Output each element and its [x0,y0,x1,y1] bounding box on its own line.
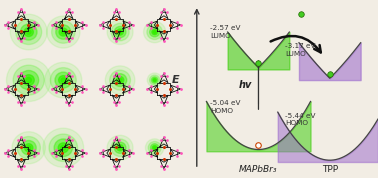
Circle shape [6,59,51,101]
Circle shape [26,30,31,34]
Circle shape [149,75,160,85]
Text: TPP: TPP [322,165,338,174]
Circle shape [150,27,160,37]
Circle shape [24,28,33,36]
Circle shape [117,29,123,35]
Circle shape [27,146,31,150]
Circle shape [45,62,82,98]
Circle shape [111,139,129,156]
Circle shape [50,68,76,93]
Circle shape [107,20,133,44]
Circle shape [118,78,122,82]
Text: -5.44 eV
HOMO: -5.44 eV HOMO [285,112,316,126]
Circle shape [55,72,71,88]
Circle shape [113,74,127,87]
Circle shape [61,30,65,34]
Circle shape [151,77,158,83]
Circle shape [13,65,44,95]
Circle shape [49,134,77,161]
Circle shape [46,16,80,48]
Text: E: E [172,75,180,85]
Circle shape [21,141,36,155]
Text: MAPbBr₃: MAPbBr₃ [239,165,278,174]
Circle shape [144,21,166,43]
Circle shape [54,139,73,157]
Circle shape [17,137,40,159]
Circle shape [19,70,39,90]
Circle shape [153,147,156,149]
Circle shape [119,146,122,149]
Circle shape [59,76,68,85]
Circle shape [148,142,161,154]
Circle shape [23,75,34,85]
Circle shape [150,144,159,152]
Circle shape [12,132,45,164]
Circle shape [153,78,156,82]
Circle shape [52,21,75,43]
Circle shape [119,31,122,33]
Circle shape [110,70,130,90]
Text: -3.17 eV
LUMO: -3.17 eV LUMO [285,43,316,57]
Circle shape [117,145,123,151]
Circle shape [56,25,71,39]
Circle shape [154,79,156,81]
Circle shape [147,25,163,40]
Text: -2.57 eV
LUMO: -2.57 eV LUMO [210,25,241,39]
Circle shape [26,78,31,83]
Circle shape [114,142,126,153]
Circle shape [61,78,65,82]
Circle shape [146,139,164,157]
Circle shape [114,27,126,38]
Text: hv: hv [238,80,252,90]
Circle shape [25,144,33,152]
Circle shape [147,73,162,87]
Circle shape [59,28,67,36]
Circle shape [111,23,129,41]
Circle shape [116,77,124,84]
Circle shape [152,29,157,35]
Circle shape [105,66,135,94]
Circle shape [153,31,156,33]
Circle shape [20,24,37,40]
Circle shape [10,14,47,50]
Circle shape [58,143,68,153]
Circle shape [152,146,157,150]
Circle shape [61,145,66,150]
Circle shape [43,128,84,167]
Circle shape [107,135,133,160]
Text: -5.04 eV
HOMO: -5.04 eV HOMO [210,100,241,114]
Circle shape [16,20,42,44]
